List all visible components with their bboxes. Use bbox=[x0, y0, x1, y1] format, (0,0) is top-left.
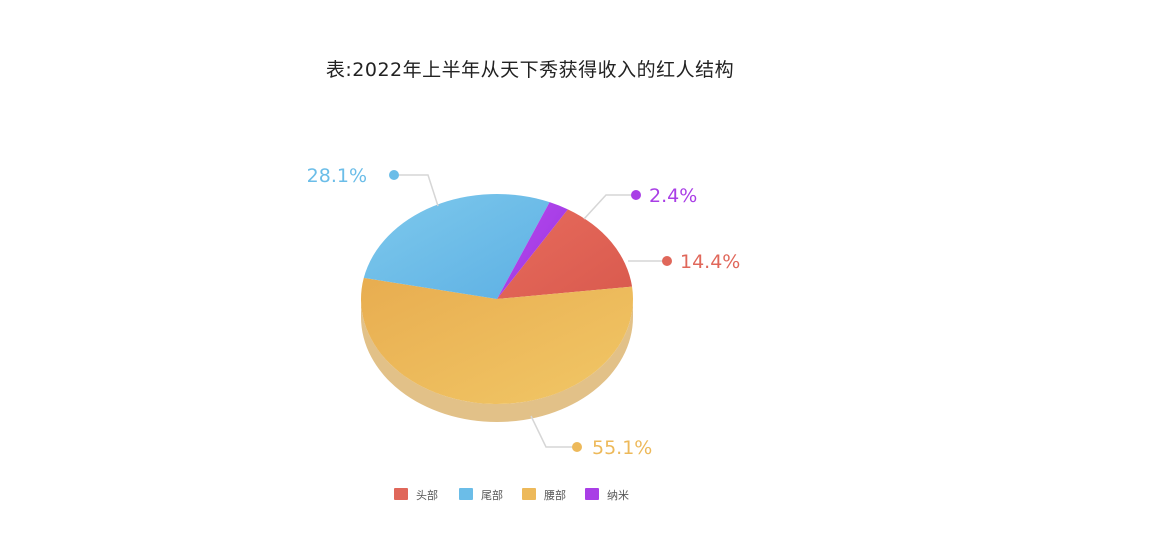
slice-尾部[interactable] bbox=[363, 194, 550, 299]
slice-side-腰部 bbox=[361, 299, 633, 422]
legend-swatch-头部 bbox=[394, 488, 408, 500]
percent-label-头部: 14.4% bbox=[680, 251, 740, 273]
legend-item-纳米[interactable]: 纳米 bbox=[585, 488, 629, 502]
pie-top bbox=[360, 194, 633, 405]
leader-line-纳米 bbox=[583, 194, 636, 220]
legend: 头部 尾部 腰部 纳米 bbox=[394, 488, 629, 502]
pie-depth bbox=[361, 299, 633, 422]
leader-lines bbox=[389, 170, 672, 452]
legend-label-纳米: 纳米 bbox=[607, 489, 629, 502]
legend-swatch-纳米 bbox=[585, 488, 599, 500]
legend-item-腰部[interactable]: 腰部 bbox=[522, 488, 566, 502]
leader-line-腰部 bbox=[530, 415, 577, 448]
label-dot-头部 bbox=[662, 256, 672, 266]
percent-label-尾部: 28.1% bbox=[307, 165, 367, 187]
label-dot-纳米 bbox=[631, 190, 641, 200]
chart-title: 表:2022年上半年从天下秀获得收入的红人结构 bbox=[325, 59, 735, 81]
legend-label-尾部: 尾部 bbox=[481, 488, 503, 502]
slice-腰部[interactable] bbox=[360, 277, 633, 405]
label-dot-腰部 bbox=[572, 442, 582, 452]
legend-label-腰部: 腰部 bbox=[544, 488, 566, 502]
slice-labels: 14.4% 28.1% 55.1% 2.4% bbox=[307, 165, 741, 459]
leader-line-尾部 bbox=[394, 174, 439, 207]
legend-item-头部[interactable]: 头部 bbox=[394, 488, 438, 502]
legend-swatch-腰部 bbox=[522, 488, 536, 500]
percent-label-腰部: 55.1% bbox=[592, 437, 652, 459]
percent-label-纳米: 2.4% bbox=[649, 185, 697, 207]
legend-item-尾部[interactable]: 尾部 bbox=[459, 488, 503, 502]
slice-纳米[interactable] bbox=[497, 202, 568, 299]
label-dot-尾部 bbox=[389, 170, 399, 180]
legend-label-头部: 头部 bbox=[416, 488, 438, 502]
slice-头部[interactable] bbox=[497, 209, 633, 299]
legend-swatch-尾部 bbox=[459, 488, 473, 500]
